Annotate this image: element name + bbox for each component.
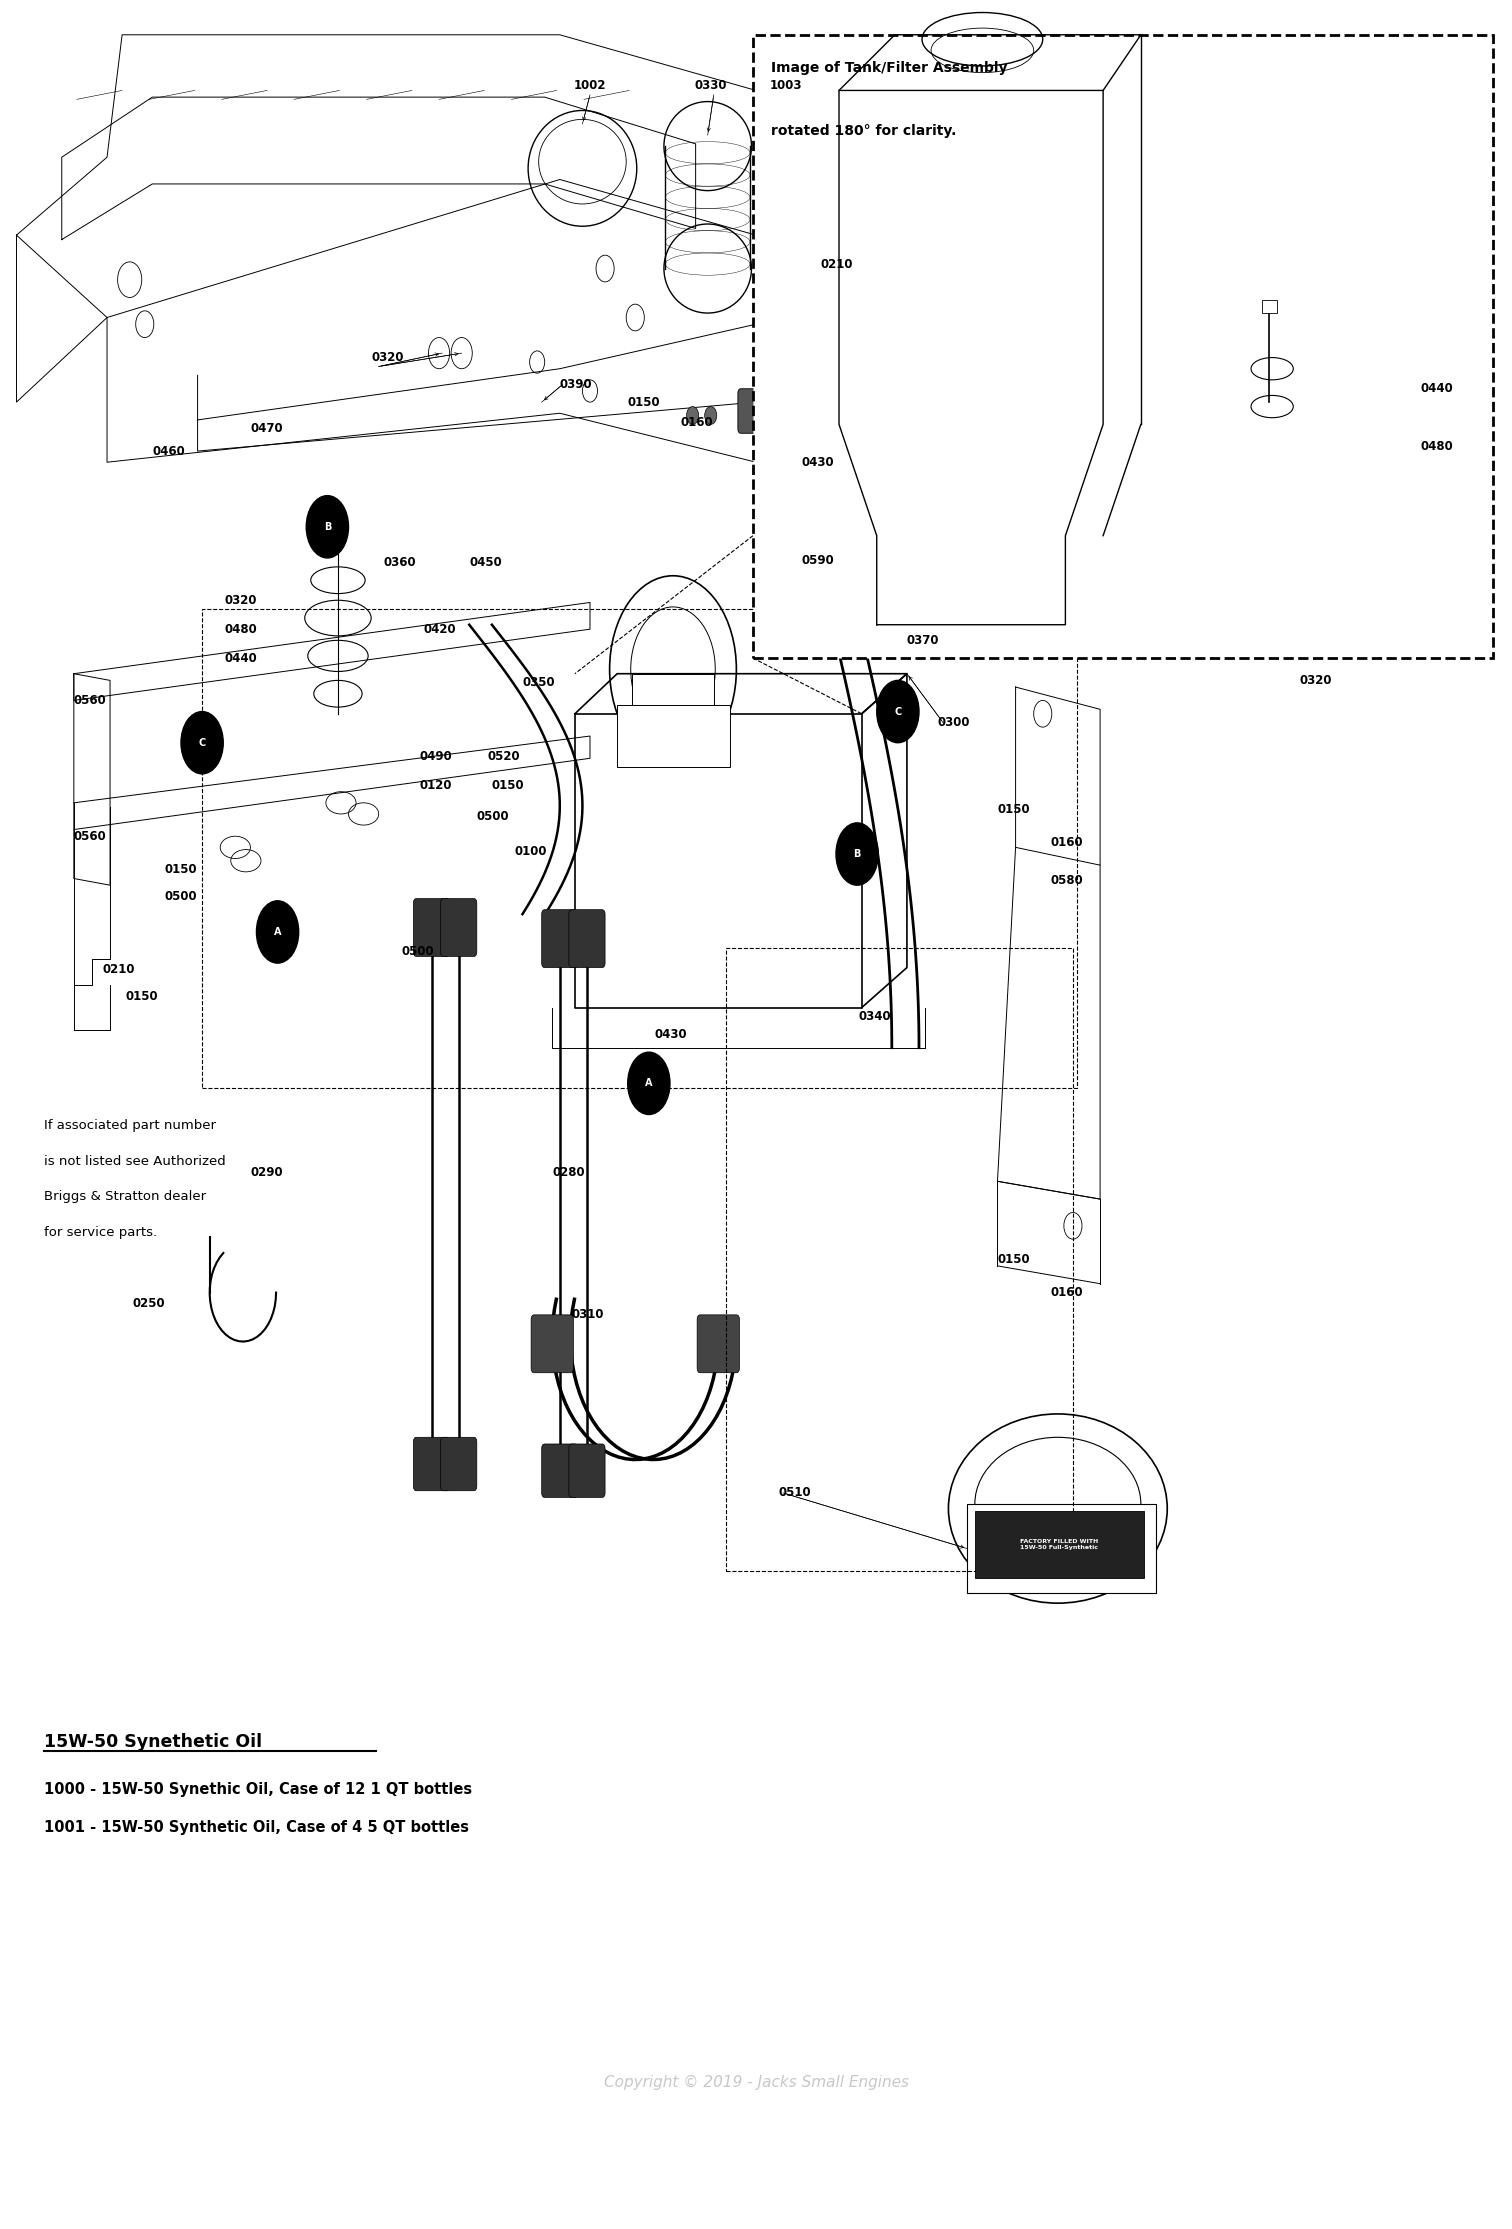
- Text: FACTORY FILLED WITH
15W-50 Full-Synthetic: FACTORY FILLED WITH 15W-50 Full-Syntheti…: [1021, 1538, 1099, 1549]
- Bar: [753, 36, 1492, 658]
- Text: C: C: [198, 738, 206, 747]
- Text: 0290: 0290: [251, 1166, 283, 1179]
- Text: If associated part number: If associated part number: [44, 1119, 216, 1132]
- Text: 0150: 0150: [165, 863, 197, 876]
- Text: 0490: 0490: [419, 749, 452, 762]
- Text: Briggs & Stratton dealer: Briggs & Stratton dealer: [44, 1190, 206, 1204]
- Bar: [203, 609, 1078, 1088]
- Text: 0430: 0430: [655, 1028, 688, 1041]
- Text: is not listed see Authorized: is not listed see Authorized: [44, 1155, 225, 1168]
- FancyBboxPatch shape: [541, 1444, 578, 1498]
- Circle shape: [307, 495, 348, 557]
- Text: B: B: [853, 849, 860, 858]
- Text: 1003: 1003: [770, 80, 803, 91]
- Circle shape: [181, 711, 224, 773]
- Text: B: B: [324, 522, 331, 533]
- Text: 0520: 0520: [487, 749, 520, 762]
- Text: 0360: 0360: [383, 555, 416, 568]
- Text: 0100: 0100: [514, 845, 547, 858]
- Text: 0330: 0330: [694, 80, 727, 91]
- Text: 0420: 0420: [423, 622, 457, 635]
- Text: 0320: 0320: [225, 593, 257, 606]
- Text: 0210: 0210: [103, 963, 135, 976]
- Bar: [968, 1505, 1157, 1594]
- Text: 0280: 0280: [552, 1166, 585, 1179]
- FancyBboxPatch shape: [413, 1438, 449, 1491]
- Text: 1002: 1002: [573, 80, 606, 91]
- Text: 0150: 0150: [627, 395, 661, 408]
- Bar: [617, 704, 730, 767]
- FancyBboxPatch shape: [569, 1444, 605, 1498]
- Text: 0560: 0560: [74, 693, 106, 707]
- FancyBboxPatch shape: [697, 1315, 739, 1373]
- Text: 0390: 0390: [559, 377, 593, 390]
- Text: 0440: 0440: [1420, 381, 1453, 395]
- Text: 0470: 0470: [251, 421, 283, 435]
- Text: 0510: 0510: [779, 1487, 812, 1500]
- Text: 15W-50 Synethetic Oil: 15W-50 Synethetic Oil: [44, 1734, 262, 1752]
- Text: 0500: 0500: [401, 945, 434, 958]
- Circle shape: [257, 901, 299, 963]
- Text: 0160: 0160: [680, 415, 714, 428]
- Text: 0370: 0370: [907, 633, 939, 646]
- Text: 0340: 0340: [859, 1010, 891, 1023]
- Bar: [1261, 299, 1276, 312]
- Text: 0150: 0150: [491, 778, 525, 791]
- Text: 0480: 0480: [225, 622, 257, 635]
- Text: 0430: 0430: [801, 455, 835, 468]
- Text: 0210: 0210: [821, 259, 853, 270]
- Bar: [975, 1511, 1145, 1578]
- Circle shape: [877, 680, 919, 742]
- Text: Copyright © 2019 - Jacks Small Engines: Copyright © 2019 - Jacks Small Engines: [603, 2075, 909, 2091]
- FancyBboxPatch shape: [413, 898, 449, 956]
- Text: 0450: 0450: [469, 555, 502, 568]
- Text: 1000 - 15W-50 Synethic Oil, Case of 12 1 QT bottles: 1000 - 15W-50 Synethic Oil, Case of 12 1…: [44, 1783, 472, 1797]
- Text: for service parts.: for service parts.: [44, 1226, 157, 1239]
- FancyBboxPatch shape: [531, 1315, 573, 1373]
- Text: 0310: 0310: [572, 1308, 605, 1322]
- Text: 0440: 0440: [225, 651, 257, 664]
- Text: 0350: 0350: [522, 675, 555, 689]
- Text: 0150: 0150: [125, 990, 157, 1003]
- Circle shape: [836, 823, 878, 885]
- Text: 0580: 0580: [1051, 874, 1083, 887]
- Text: 0120: 0120: [419, 778, 452, 791]
- Text: Image of Tank/Filter Assembly: Image of Tank/Filter Assembly: [771, 62, 1007, 76]
- FancyBboxPatch shape: [541, 909, 578, 967]
- FancyBboxPatch shape: [569, 909, 605, 967]
- FancyBboxPatch shape: [440, 898, 476, 956]
- Text: 0480: 0480: [1420, 439, 1453, 452]
- FancyBboxPatch shape: [738, 388, 777, 432]
- Text: 0560: 0560: [74, 829, 106, 843]
- Text: 0150: 0150: [998, 802, 1030, 816]
- Text: 0150: 0150: [998, 1253, 1030, 1266]
- Text: 0500: 0500: [476, 809, 510, 823]
- Text: 0160: 0160: [1051, 836, 1083, 849]
- FancyBboxPatch shape: [440, 1438, 476, 1491]
- Text: 0320: 0320: [1299, 673, 1332, 687]
- Bar: [632, 673, 714, 713]
- Text: 0320: 0320: [370, 352, 404, 363]
- Text: C: C: [894, 707, 901, 716]
- Text: 0160: 0160: [1051, 1286, 1083, 1300]
- Bar: [726, 947, 1074, 1571]
- Text: rotated 180° for clarity.: rotated 180° for clarity.: [771, 125, 957, 138]
- Circle shape: [686, 406, 699, 424]
- Text: 0460: 0460: [153, 444, 184, 457]
- Text: 0500: 0500: [165, 889, 197, 903]
- Text: 0250: 0250: [133, 1297, 165, 1311]
- Text: 1001 - 15W-50 Synthetic Oil, Case of 4 5 QT bottles: 1001 - 15W-50 Synthetic Oil, Case of 4 5…: [44, 1821, 469, 1834]
- Circle shape: [705, 406, 717, 424]
- Text: A: A: [646, 1079, 653, 1088]
- Text: 0300: 0300: [937, 716, 969, 729]
- Circle shape: [627, 1052, 670, 1114]
- Text: 0590: 0590: [801, 553, 835, 566]
- FancyBboxPatch shape: [764, 120, 815, 239]
- Text: A: A: [274, 927, 281, 936]
